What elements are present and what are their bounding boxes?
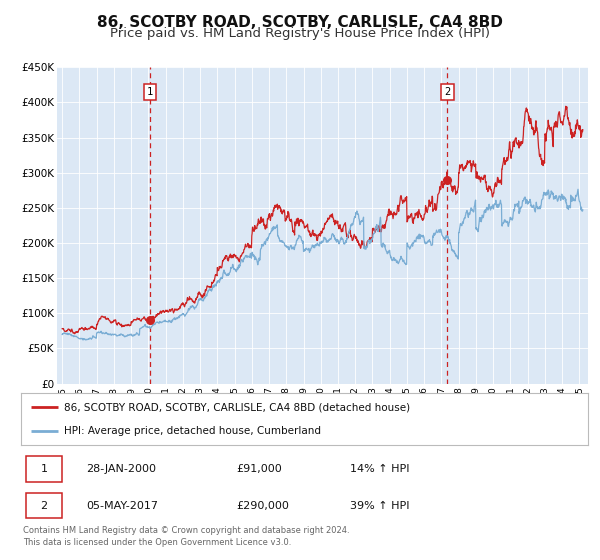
Text: 86, SCOTBY ROAD, SCOTBY, CARLISLE, CA4 8BD: 86, SCOTBY ROAD, SCOTBY, CARLISLE, CA4 8… <box>97 15 503 30</box>
FancyBboxPatch shape <box>26 493 62 519</box>
Text: 2: 2 <box>40 501 47 511</box>
FancyBboxPatch shape <box>26 456 62 482</box>
Text: Price paid vs. HM Land Registry's House Price Index (HPI): Price paid vs. HM Land Registry's House … <box>110 27 490 40</box>
Text: 2: 2 <box>444 87 451 97</box>
Text: 14% ↑ HPI: 14% ↑ HPI <box>350 464 409 474</box>
Text: 28-JAN-2000: 28-JAN-2000 <box>86 464 156 474</box>
Text: 86, SCOTBY ROAD, SCOTBY, CARLISLE, CA4 8BD (detached house): 86, SCOTBY ROAD, SCOTBY, CARLISLE, CA4 8… <box>64 402 410 412</box>
Text: HPI: Average price, detached house, Cumberland: HPI: Average price, detached house, Cumb… <box>64 426 320 436</box>
Text: £290,000: £290,000 <box>236 501 289 511</box>
Text: 1: 1 <box>146 87 153 97</box>
Text: £91,000: £91,000 <box>236 464 282 474</box>
Text: Contains HM Land Registry data © Crown copyright and database right 2024.: Contains HM Land Registry data © Crown c… <box>23 526 349 535</box>
Text: 39% ↑ HPI: 39% ↑ HPI <box>350 501 409 511</box>
Text: 1: 1 <box>40 464 47 474</box>
Text: 05-MAY-2017: 05-MAY-2017 <box>86 501 158 511</box>
Text: This data is licensed under the Open Government Licence v3.0.: This data is licensed under the Open Gov… <box>23 538 291 547</box>
